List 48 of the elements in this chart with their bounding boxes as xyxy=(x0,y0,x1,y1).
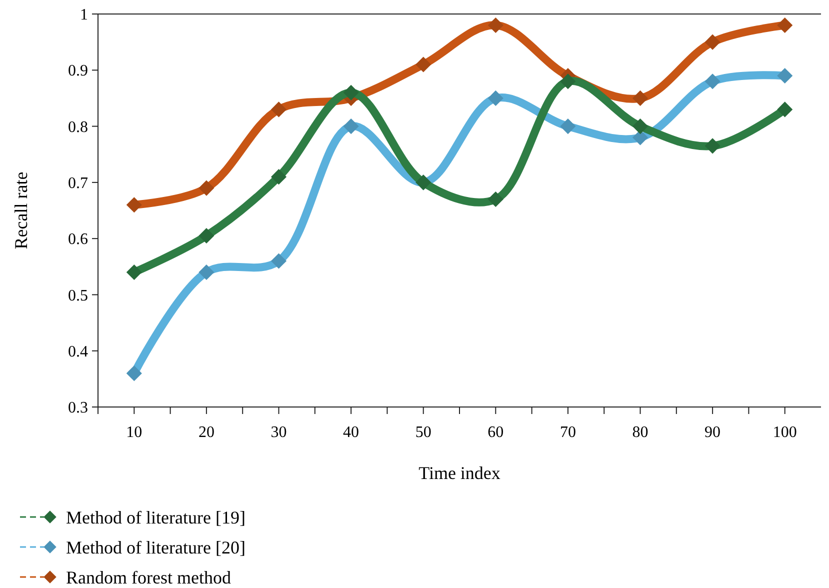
y-tick-label: 1 xyxy=(80,6,88,24)
legend-label: Random forest method xyxy=(66,567,231,588)
point xyxy=(488,191,504,208)
point xyxy=(632,118,648,134)
point xyxy=(198,180,214,196)
point xyxy=(777,102,793,118)
point xyxy=(198,228,214,244)
y-tick-label: 0.8 xyxy=(68,118,88,136)
point xyxy=(777,68,793,84)
point xyxy=(777,17,793,34)
x-tick-label: 50 xyxy=(415,424,432,441)
x-tick-label: 40 xyxy=(343,424,360,441)
point xyxy=(704,74,720,90)
point xyxy=(704,34,720,50)
point xyxy=(270,102,287,118)
point xyxy=(632,90,648,106)
x-axis-title: Time index xyxy=(418,463,500,483)
y-tick-label: 0.3 xyxy=(68,400,88,417)
y-tick-label: 0.6 xyxy=(68,231,88,248)
point xyxy=(560,118,576,134)
y-tick-label: 0.5 xyxy=(68,287,88,304)
point xyxy=(560,74,576,90)
x-tick-label: 30 xyxy=(270,424,287,441)
point xyxy=(270,169,287,185)
legend-label: Method of literature [19] xyxy=(66,507,246,528)
x-tick-label: 70 xyxy=(560,424,576,441)
point xyxy=(126,264,142,280)
point xyxy=(270,253,287,269)
point xyxy=(126,366,142,382)
point xyxy=(343,118,359,134)
point xyxy=(416,56,432,72)
point xyxy=(488,90,504,106)
x-tick-label: 10 xyxy=(126,424,142,441)
point xyxy=(488,17,504,34)
y-tick-label: 0.7 xyxy=(68,175,88,192)
y-tick-label: 0.9 xyxy=(68,62,88,80)
x-tick-label: 90 xyxy=(704,424,721,441)
x-tick-label: 100 xyxy=(772,424,797,441)
y-tick-label: 0.4 xyxy=(68,343,88,360)
x-tick-label: 20 xyxy=(198,424,214,441)
y-axis-title: Recall rate xyxy=(11,172,31,250)
point xyxy=(126,197,142,213)
point xyxy=(343,84,359,100)
x-tick-label: 80 xyxy=(632,424,648,441)
x-tick-label: 60 xyxy=(488,424,504,441)
legend-label: Method of literature [20] xyxy=(66,537,246,558)
point xyxy=(704,138,720,154)
point xyxy=(198,264,214,280)
